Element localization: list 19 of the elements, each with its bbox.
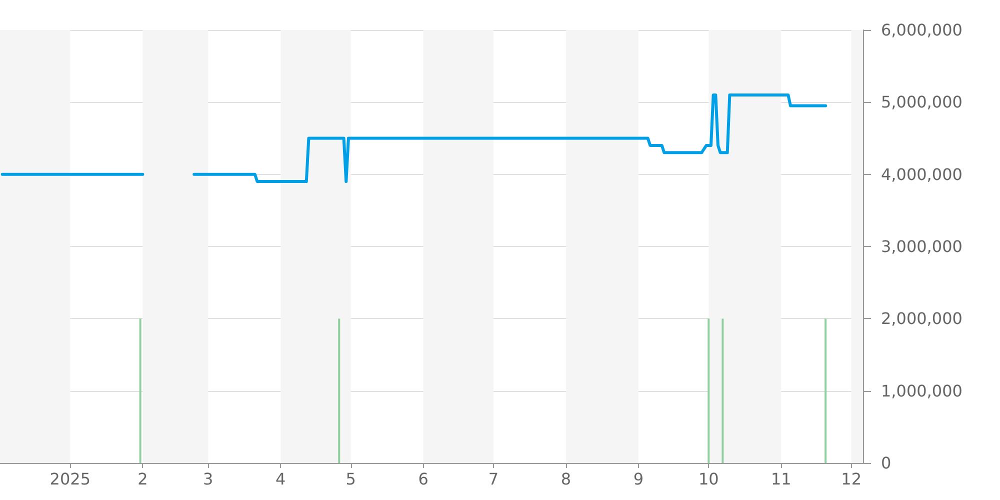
- x-tick-label: 5: [346, 470, 356, 488]
- x-tick-label: 2025: [50, 470, 91, 488]
- x-tick-label: 11: [770, 470, 792, 488]
- y-tick-label: 3,000,000: [881, 237, 962, 256]
- y-tick-label: 2,000,000: [881, 309, 962, 328]
- x-tick-label: 6: [418, 470, 428, 488]
- x-tick-label: 8: [560, 470, 572, 488]
- y-tick-label: 0: [881, 454, 892, 472]
- y-tick-label: 6,000,000: [881, 20, 962, 40]
- x-tick-label: 7: [488, 470, 499, 488]
- y-tick-label: 4,000,000: [881, 164, 962, 184]
- x-tick-label: 4: [276, 470, 286, 488]
- x-tick-label: 9: [633, 470, 644, 488]
- x-tick-label: 2: [138, 470, 148, 488]
- x-tick-label: 3: [203, 470, 214, 488]
- x-tick-label: 10: [698, 470, 719, 488]
- y-tick-label: 1,000,000: [881, 381, 962, 400]
- y-tick-label: 5,000,000: [881, 92, 962, 112]
- x-tick-label: 12: [841, 470, 862, 488]
